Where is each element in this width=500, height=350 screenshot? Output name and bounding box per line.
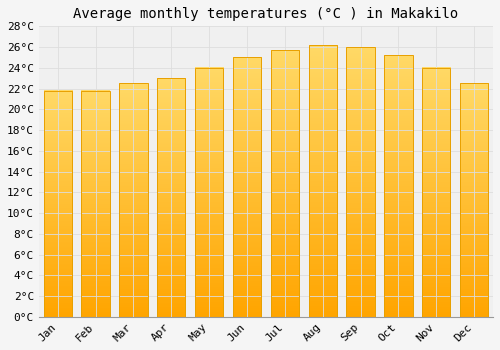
Bar xyxy=(119,83,148,317)
Bar xyxy=(460,83,488,317)
Bar xyxy=(157,78,186,317)
Title: Average monthly temperatures (°C ) in Makakilo: Average monthly temperatures (°C ) in Ma… xyxy=(74,7,458,21)
Bar xyxy=(233,57,261,317)
Bar xyxy=(422,68,450,317)
Bar xyxy=(308,45,337,317)
Bar xyxy=(384,55,412,317)
Bar xyxy=(346,47,375,317)
Bar xyxy=(82,91,110,317)
Bar xyxy=(270,50,299,317)
Bar xyxy=(44,91,72,317)
Bar xyxy=(195,68,224,317)
